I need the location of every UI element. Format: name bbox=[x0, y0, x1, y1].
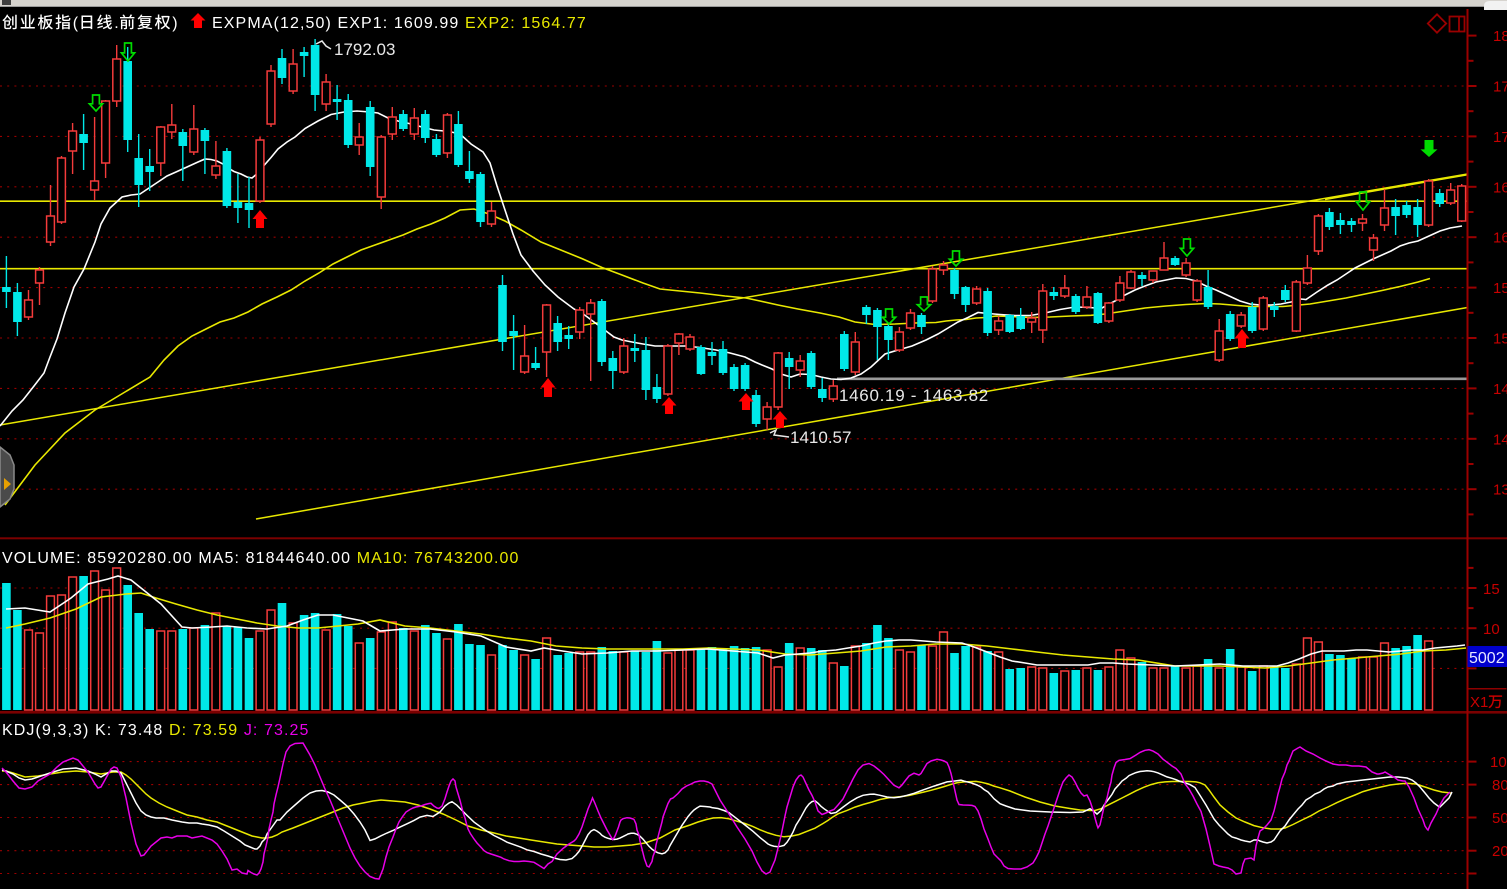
svg-text:(: ( bbox=[73, 15, 79, 32]
svg-text:160: 160 bbox=[1493, 230, 1507, 247]
svg-text:X1: X1 bbox=[1470, 694, 1488, 711]
svg-text:150: 150 bbox=[1493, 331, 1507, 348]
svg-text:145: 145 bbox=[1493, 381, 1507, 398]
svg-text:1460.19 - 1463.82: 1460.19 - 1463.82 bbox=[839, 386, 989, 405]
svg-text:KDJ(9,3,3) K: 73.48 D: 73.59: KDJ(9,3,3) K: 73.48 D: 73.59 J: 73.25 bbox=[2, 722, 310, 739]
svg-text:80: 80 bbox=[1492, 777, 1507, 794]
svg-text:VOLUME: 85920280.00 MA5: 8184: VOLUME: 85920280.00 MA5: 81844640.00 MA1… bbox=[2, 550, 520, 567]
svg-text:1410.57: 1410.57 bbox=[790, 428, 851, 447]
svg-text:180: 180 bbox=[1493, 28, 1507, 45]
svg-text:EXPMA(12,50) EXP1: 1609.99 EX: EXPMA(12,50) EXP1: 1609.99 EXP2: 1564.77 bbox=[212, 15, 587, 32]
svg-text:100: 100 bbox=[1490, 754, 1507, 771]
svg-text:.: . bbox=[114, 15, 118, 32]
svg-text:20: 20 bbox=[1492, 843, 1507, 860]
svg-text:155: 155 bbox=[1493, 280, 1507, 297]
svg-text:135: 135 bbox=[1493, 482, 1507, 499]
svg-text:50: 50 bbox=[1492, 810, 1507, 827]
svg-text:5002: 5002 bbox=[1469, 650, 1505, 667]
svg-text:10: 10 bbox=[1483, 621, 1500, 638]
svg-text:): ) bbox=[172, 15, 177, 32]
svg-text:175: 175 bbox=[1493, 79, 1507, 96]
svg-text:1792.03: 1792.03 bbox=[334, 40, 395, 59]
svg-text:165: 165 bbox=[1493, 179, 1507, 196]
svg-text:140: 140 bbox=[1493, 431, 1507, 448]
svg-text:15: 15 bbox=[1483, 581, 1500, 598]
svg-text:170: 170 bbox=[1493, 129, 1507, 146]
